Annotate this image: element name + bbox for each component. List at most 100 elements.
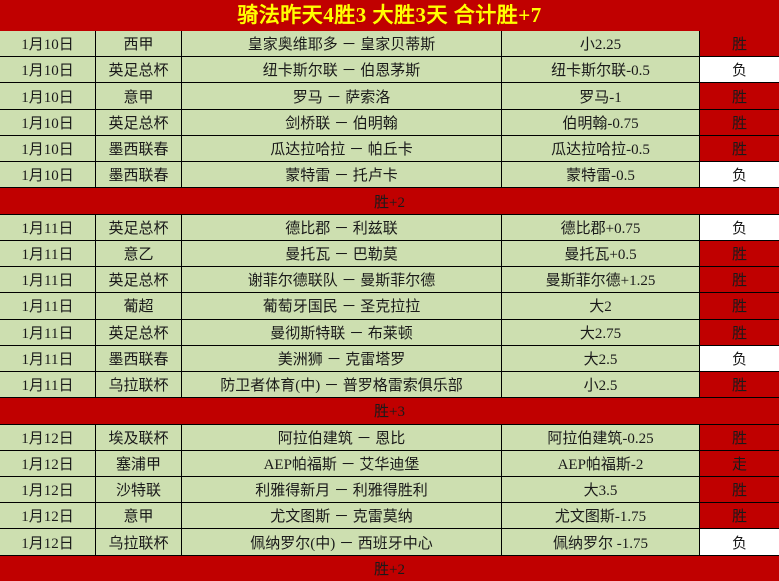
cell-match: 佩纳罗尔(中) － 西班牙中心 xyxy=(182,529,502,555)
table-row[interactable]: 1月11日 英足总杯 德比郡 － 利兹联 德比郡+0.75 负 xyxy=(0,214,779,241)
table-row[interactable]: 1月12日 意甲 尤文图斯 － 克雷莫纳 尤文图斯-1.75 胜 xyxy=(0,503,779,530)
summary-separator-row: 胜+3 xyxy=(0,398,779,425)
cell-match: 曼彻斯特联 － 布莱顿 xyxy=(182,319,502,345)
cell-league: 乌拉联杯 xyxy=(96,372,182,398)
summary-text: 胜+2 xyxy=(374,561,405,578)
table-row[interactable]: 1月11日 英足总杯 谢菲尔德联队 － 曼斯菲尔德 曼斯菲尔德+1.25 胜 xyxy=(0,267,779,294)
cell-league: 西甲 xyxy=(96,31,182,57)
table-row[interactable]: 1月10日 墨西联春 瓜达拉哈拉 － 帕丘卡 瓜达拉哈拉-0.5 胜 xyxy=(0,135,779,163)
table-row[interactable]: 1月10日 英足总杯 纽卡斯尔联 － 伯恩茅斯 纽卡斯尔联-0.5 负 xyxy=(0,57,779,84)
table-row[interactable]: 1月10日 意甲 罗马 － 萨索洛 罗马-1 胜 xyxy=(0,83,779,110)
cell-pick: 瓜达拉哈拉-0.5 xyxy=(502,135,700,162)
cell-match: 谢菲尔德联队 － 曼斯菲尔德 xyxy=(182,267,502,293)
cell-date: 1月11日 xyxy=(0,267,96,293)
summary-text: 胜+3 xyxy=(374,404,405,421)
cell-date: 1月11日 xyxy=(0,372,96,398)
table-row[interactable]: 1月11日 墨西联春 美洲狮 － 克雷塔罗 大2.5 负 xyxy=(0,345,779,373)
cell-date: 1月12日 xyxy=(0,476,96,503)
cell-pick: 阿拉伯建筑-0.25 xyxy=(502,424,700,450)
cell-league: 英足总杯 xyxy=(96,109,182,135)
cell-date: 1月12日 xyxy=(0,503,96,529)
cell-result: 胜 xyxy=(700,135,779,162)
cell-result: 负 xyxy=(700,214,779,240)
cell-league: 意甲 xyxy=(96,83,182,109)
cell-result: 胜 xyxy=(700,109,779,135)
cell-pick: 大2.75 xyxy=(502,319,700,345)
cell-date: 1月12日 xyxy=(0,529,96,555)
cell-pick: AEP帕福斯-2 xyxy=(502,450,700,476)
cell-match: AEP帕福斯 － 艾华迪堡 xyxy=(182,450,502,476)
cell-result: 胜 xyxy=(700,476,779,503)
cell-league: 意乙 xyxy=(96,240,182,267)
cell-result: 胜 xyxy=(700,267,779,293)
cell-result: 胜 xyxy=(700,293,779,319)
cell-league: 英足总杯 xyxy=(96,319,182,345)
cell-match: 利雅得新月 － 利雅得胜利 xyxy=(182,476,502,503)
cell-date: 1月11日 xyxy=(0,319,96,345)
cell-match: 防卫者体育(中) － 普罗格雷索俱乐部 xyxy=(182,372,502,398)
cell-league: 葡超 xyxy=(96,293,182,319)
cell-match: 罗马 － 萨索洛 xyxy=(182,83,502,109)
cell-pick: 大2.5 xyxy=(502,345,700,372)
table-row[interactable]: 1月12日 埃及联杯 阿拉伯建筑 － 恩比 阿拉伯建筑-0.25 胜 xyxy=(0,424,779,451)
table-row[interactable]: 1月11日 意乙 曼托瓦 － 巴勒莫 曼托瓦+0.5 胜 xyxy=(0,240,779,268)
cell-pick: 蒙特雷-0.5 xyxy=(502,162,700,188)
cell-result: 胜 xyxy=(700,503,779,529)
cell-date: 1月10日 xyxy=(0,162,96,188)
cell-pick: 小2.25 xyxy=(502,31,700,57)
cell-pick: 纽卡斯尔联-0.5 xyxy=(502,57,700,83)
cell-match: 瓜达拉哈拉 － 帕丘卡 xyxy=(182,135,502,162)
cell-date: 1月10日 xyxy=(0,109,96,135)
table-row[interactable]: 1月11日 乌拉联杯 防卫者体育(中) － 普罗格雷索俱乐部 小2.5 胜 xyxy=(0,372,779,399)
cell-league: 墨西联春 xyxy=(96,162,182,188)
cell-league: 意甲 xyxy=(96,503,182,529)
cell-league: 墨西联春 xyxy=(96,135,182,162)
cell-result: 胜 xyxy=(700,240,779,267)
table-row[interactable]: 1月11日 英足总杯 曼彻斯特联 － 布莱顿 大2.75 胜 xyxy=(0,319,779,346)
cell-result: 胜 xyxy=(700,372,779,398)
table-row[interactable]: 1月12日 塞浦甲 AEP帕福斯 － 艾华迪堡 AEP帕福斯-2 走 xyxy=(0,450,779,477)
table-row[interactable]: 1月10日 英足总杯 剑桥联 － 伯明翰 伯明翰-0.75 胜 xyxy=(0,109,779,136)
cell-league: 墨西联春 xyxy=(96,345,182,372)
table-row[interactable]: 1月10日 墨西联春 蒙特雷 － 托卢卡 蒙特雷-0.5 负 xyxy=(0,162,779,189)
cell-match: 曼托瓦 － 巴勒莫 xyxy=(182,240,502,267)
results-table: 1月10日 西甲 皇家奥维耶多 － 皇家贝蒂斯 小2.25 胜 1月10日 英足总杯 纽卡斯尔… xyxy=(0,31,779,581)
table-row[interactable]: 1月11日 葡超 葡萄牙国民 － 圣克拉拉 大2 胜 xyxy=(0,293,779,320)
table-row[interactable]: 1月12日 乌拉联杯 佩纳罗尔(中) － 西班牙中心 佩纳罗尔 -1.75 负 xyxy=(0,529,779,556)
cell-date: 1月10日 xyxy=(0,135,96,162)
cell-pick: 尤文图斯-1.75 xyxy=(502,503,700,529)
cell-result: 胜 xyxy=(700,31,779,57)
cell-match: 蒙特雷 － 托卢卡 xyxy=(182,162,502,188)
cell-match: 美洲狮 － 克雷塔罗 xyxy=(182,345,502,372)
cell-date: 1月10日 xyxy=(0,31,96,57)
cell-result: 胜 xyxy=(700,83,779,109)
summary-text: 胜+2 xyxy=(374,194,405,211)
cell-date: 1月12日 xyxy=(0,450,96,476)
cell-league: 塞浦甲 xyxy=(96,450,182,476)
cell-result: 负 xyxy=(700,345,779,372)
page-title: 骑法昨天4胜3 大胜3天 合计胜+7 xyxy=(0,0,779,31)
cell-pick: 大2 xyxy=(502,293,700,319)
cell-date: 1月11日 xyxy=(0,345,96,372)
cell-pick: 大3.5 xyxy=(502,476,700,503)
summary-separator-row: 胜+2 xyxy=(0,188,779,215)
table-row[interactable]: 1月10日 西甲 皇家奥维耶多 － 皇家贝蒂斯 小2.25 胜 xyxy=(0,31,779,58)
cell-result: 胜 xyxy=(700,424,779,450)
cell-date: 1月10日 xyxy=(0,57,96,83)
cell-date: 1月11日 xyxy=(0,214,96,240)
cell-match: 德比郡 － 利兹联 xyxy=(182,214,502,240)
cell-date: 1月12日 xyxy=(0,424,96,450)
table-row[interactable]: 1月12日 沙特联 利雅得新月 － 利雅得胜利 大3.5 胜 xyxy=(0,476,779,504)
cell-league: 英足总杯 xyxy=(96,57,182,83)
cell-league: 沙特联 xyxy=(96,476,182,503)
cell-match: 阿拉伯建筑 － 恩比 xyxy=(182,424,502,450)
cell-league: 英足总杯 xyxy=(96,267,182,293)
cell-result: 负 xyxy=(700,57,779,83)
cell-result: 负 xyxy=(700,162,779,188)
cell-date: 1月11日 xyxy=(0,293,96,319)
cell-league: 乌拉联杯 xyxy=(96,529,182,555)
cell-date: 1月10日 xyxy=(0,83,96,109)
cell-league: 英足总杯 xyxy=(96,214,182,240)
cell-result: 走 xyxy=(700,450,779,476)
